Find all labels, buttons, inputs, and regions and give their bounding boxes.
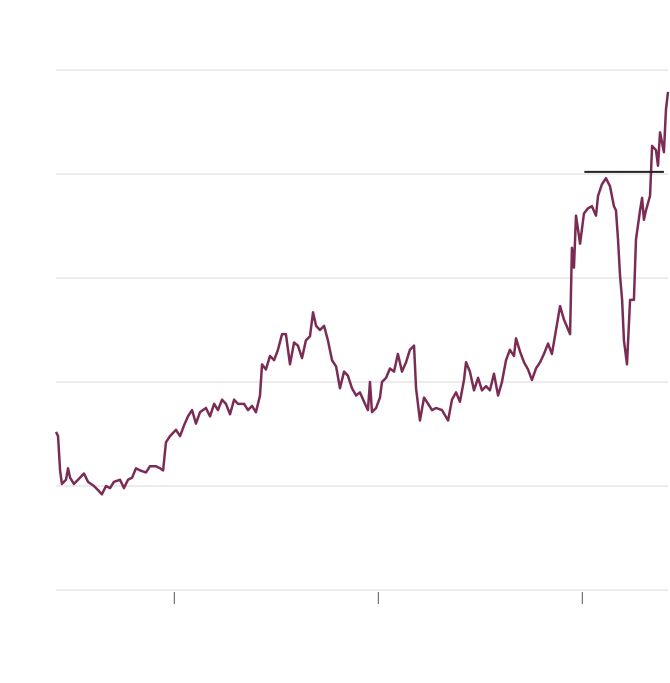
- price-line: [54, 91, 670, 496]
